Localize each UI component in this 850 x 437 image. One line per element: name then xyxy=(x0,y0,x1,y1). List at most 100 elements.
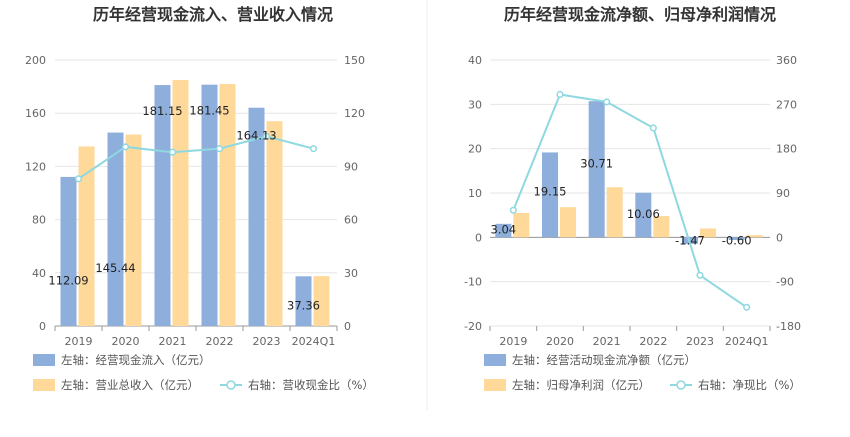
legend-swatch-point xyxy=(676,380,686,390)
ratio-point xyxy=(74,175,83,183)
y-left-tick-label: 160 xyxy=(25,107,46,120)
y-left-tick-label: 120 xyxy=(25,160,46,173)
y-right-tick-label: 0 xyxy=(776,231,783,244)
y-right-tick-label: 90 xyxy=(344,160,358,173)
y-left-tick-label: 200 xyxy=(25,54,46,67)
legend-swatch xyxy=(33,354,55,366)
ratio-point xyxy=(262,132,271,140)
data-label: 19.15 xyxy=(534,185,567,199)
x-tick-label: 2023 xyxy=(686,335,714,348)
ratio-point xyxy=(215,145,224,153)
data-label: 164.13 xyxy=(236,129,276,143)
bar-primary xyxy=(728,237,745,240)
bar-primary xyxy=(248,107,265,327)
ratio-point xyxy=(509,206,517,214)
x-tick-label: 2019 xyxy=(499,335,527,348)
bar-secondary xyxy=(219,83,236,326)
data-label: 181.15 xyxy=(142,104,182,118)
legend-swatch xyxy=(484,379,506,391)
bar-secondary xyxy=(78,146,95,326)
legend-label: 左轴：经营现金流入（亿元） xyxy=(61,353,211,367)
data-label: 37.36 xyxy=(287,298,320,312)
bar-primary xyxy=(201,84,218,326)
ratio-point xyxy=(743,303,751,311)
y-left-tick-label: 10 xyxy=(468,187,482,200)
x-tick-label: 2021 xyxy=(159,335,187,348)
x-tick-label: 2022 xyxy=(639,335,667,348)
legend-label: 左轴：归母净利润（亿元） xyxy=(512,378,650,392)
x-tick-label: 2020 xyxy=(112,335,140,348)
chart-right: 历年经营现金流净额、归母净利润情况 -20 -10 0 10 20 30 40 -180 -90 0… xyxy=(464,5,801,392)
y-left-tick-label: 80 xyxy=(32,214,46,227)
y-left-tick-label: 40 xyxy=(468,54,482,67)
data-label: -1.47 xyxy=(675,233,705,247)
y-right-tick-label: 90 xyxy=(776,187,790,200)
y-right-tick-label: -90 xyxy=(776,276,794,289)
bar-primary xyxy=(635,192,652,238)
ratio-line xyxy=(512,93,748,309)
bar-primary xyxy=(154,85,171,327)
bar-secondary xyxy=(313,276,330,326)
y-right-tick-label: -180 xyxy=(776,320,801,333)
ratio-point xyxy=(603,98,611,106)
x-tick-label: 2024Q1 xyxy=(292,335,336,348)
ratio-point xyxy=(168,148,177,156)
y-left-tick-label: 0 xyxy=(39,320,46,333)
legend-label: 右轴：营收现金比（%） xyxy=(248,378,374,392)
x-tick-label: 2022 xyxy=(206,335,234,348)
bar-primary xyxy=(495,223,512,238)
bar-secondary xyxy=(560,207,576,238)
y-right-tick-label: 360 xyxy=(776,54,797,67)
bar-primary xyxy=(295,276,312,326)
y-left-tick-label: 30 xyxy=(468,98,482,111)
data-label: 145.44 xyxy=(95,261,135,275)
x-tick-label: 2021 xyxy=(593,335,621,348)
ratio-point xyxy=(556,90,564,99)
data-label: 181.45 xyxy=(189,104,229,118)
y-left-tick-label: -10 xyxy=(464,276,482,289)
legend-label: 左轴：经营活动现金流净额（亿元） xyxy=(512,353,696,367)
bar-primary xyxy=(107,132,124,326)
bar-secondary xyxy=(125,134,142,326)
data-label: 3.04 xyxy=(491,222,517,236)
y-left-tick-label: -20 xyxy=(464,320,482,333)
data-label: 30.71 xyxy=(580,156,613,170)
y-left-tick-label: 0 xyxy=(475,231,482,244)
legend-label: 右轴：净现比（%） xyxy=(698,378,801,392)
ratio-line xyxy=(77,135,314,180)
ratio-point xyxy=(121,143,130,151)
y-right-tick-label: 180 xyxy=(776,143,797,156)
legend-swatch xyxy=(484,354,506,366)
ratio-point xyxy=(696,271,704,279)
bar-secondary xyxy=(513,212,530,238)
chart-title: 历年经营现金流净额、归母净利润情况 xyxy=(504,5,776,24)
bar-secondary xyxy=(606,187,623,238)
legend-label: 左轴：营业总收入（亿元） xyxy=(61,378,199,392)
chart-left: 历年经营现金流入、营业收入情况 0 40 80 120 160 200 0 30 60 90 120 1… xyxy=(25,5,374,392)
y-right-tick-label: 270 xyxy=(776,98,797,111)
data-label: -0.60 xyxy=(722,233,752,247)
bar-primary xyxy=(542,152,558,238)
x-tick-label: 2020 xyxy=(546,335,574,348)
y-right-tick-label: 120 xyxy=(344,107,365,120)
y-right-tick-label: 60 xyxy=(344,214,358,227)
y-right-tick-label: 0 xyxy=(344,320,351,333)
ratio-point xyxy=(649,124,657,132)
bar-secondary xyxy=(700,228,716,238)
chart-title: 历年经营现金流入、营业收入情况 xyxy=(93,5,333,24)
x-tick-label: 2024Q1 xyxy=(725,335,769,348)
bar-primary xyxy=(588,101,605,238)
y-right-tick-label: 150 xyxy=(344,54,365,67)
bar-secondary xyxy=(746,235,763,238)
y-left-tick-label: 40 xyxy=(32,267,46,280)
data-label: 10.06 xyxy=(627,207,660,221)
x-tick-label: 2023 xyxy=(253,335,281,348)
x-tick-label: 2019 xyxy=(65,335,93,348)
data-label: 112.09 xyxy=(48,273,88,287)
y-right-tick-label: 30 xyxy=(344,267,358,280)
y-left-tick-label: 20 xyxy=(468,143,482,156)
bar-secondary xyxy=(266,121,283,327)
bar-secondary xyxy=(172,79,189,326)
legend-swatch xyxy=(33,379,55,391)
